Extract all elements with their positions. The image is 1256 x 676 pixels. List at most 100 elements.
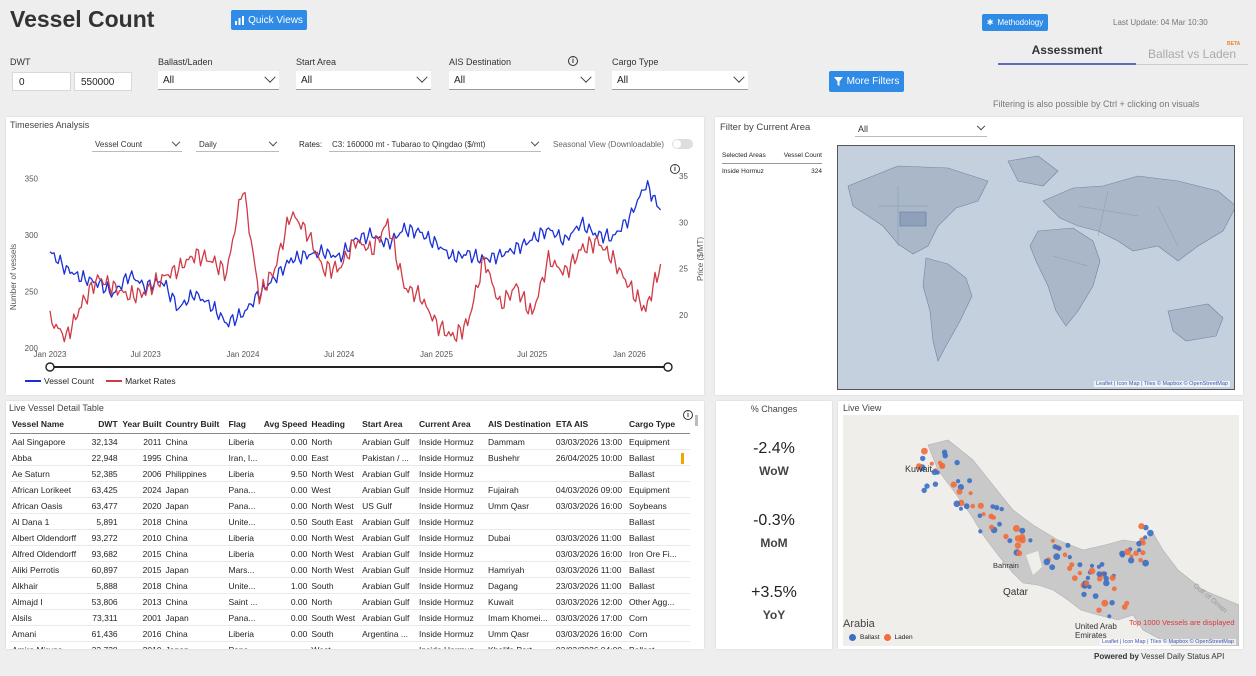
table-row[interactable]: Amani 61,436 2016 China Liberia 0.00 South Arge…	[10, 625, 690, 642]
vessel-marker[interactable]	[1007, 538, 1013, 544]
vessel-marker[interactable]	[1052, 544, 1058, 550]
vessel-marker[interactable]	[942, 452, 948, 459]
vessel-marker[interactable]	[939, 462, 946, 469]
col-header[interactable]: Current Area	[416, 416, 487, 434]
col-header[interactable]: Avg Speed	[261, 416, 310, 434]
table-row[interactable]: Almajd I 53,806 2013 China Saint ... 0.00 Nort…	[10, 593, 690, 610]
vessel-marker[interactable]	[1128, 557, 1135, 564]
col-header[interactable]: Vessel Name	[10, 416, 86, 434]
count-col-header[interactable]: Vessel Count	[775, 152, 822, 164]
vessel-marker[interactable]	[1137, 548, 1142, 553]
vessel-marker[interactable]	[1092, 593, 1099, 599]
vessel-marker[interactable]	[1003, 533, 1009, 540]
table-row[interactable]: Alsils 73,311 2001 Japan Pana... 0.00 South We…	[10, 609, 690, 626]
vessel-marker[interactable]	[929, 461, 934, 466]
vessel-marker[interactable]	[1016, 550, 1023, 557]
vessel-marker[interactable]	[1028, 538, 1033, 543]
vessel-marker[interactable]	[997, 521, 1002, 527]
vessel-marker[interactable]	[1077, 562, 1083, 568]
vessel-marker[interactable]	[1062, 552, 1068, 558]
vessel-marker[interactable]	[1133, 550, 1139, 556]
vessel-marker[interactable]	[994, 505, 1000, 511]
area-select[interactable]: All	[855, 121, 987, 137]
vessel-marker[interactable]	[1088, 567, 1096, 575]
vessel-marker[interactable]	[963, 503, 970, 510]
vessel-marker[interactable]	[1019, 527, 1026, 534]
rates-select[interactable]: C3: 160000 mt - Tubarao to Qingdao ($/mt…	[329, 137, 541, 152]
vessel-marker[interactable]	[1103, 579, 1110, 587]
vessel-marker[interactable]	[1087, 584, 1092, 589]
vessel-marker[interactable]	[967, 478, 973, 484]
vessel-marker[interactable]	[1012, 525, 1020, 532]
range-slider-end-handle[interactable]	[663, 362, 673, 372]
vessel-marker[interactable]	[920, 455, 926, 462]
ballast-select[interactable]: All	[158, 71, 279, 90]
ais-dest-select[interactable]: All	[449, 71, 595, 90]
live-map[interactable]: Kuwait Bahrain Qatar Arabia United Arab …	[843, 415, 1239, 646]
vessel-marker[interactable]	[1049, 564, 1056, 571]
table-row[interactable]: Albert Oldendorff 93,272 2010 China Liberia 0…	[10, 529, 690, 546]
vessel-marker[interactable]	[1103, 575, 1109, 582]
vessel-marker[interactable]	[957, 484, 964, 491]
vessel-marker[interactable]	[1109, 600, 1115, 606]
vessel-marker[interactable]	[1129, 554, 1134, 559]
vessel-marker[interactable]	[953, 500, 961, 508]
dwt-min-input[interactable]: 0	[12, 72, 71, 91]
more-filters-button[interactable]: More Filters	[829, 71, 904, 92]
vessel-marker[interactable]	[1107, 614, 1112, 619]
table-row[interactable]: Amira Miruna33,7382010JapanPana... West In…	[10, 641, 690, 649]
vessel-marker[interactable]	[931, 469, 938, 476]
info-icon[interactable]: i	[568, 56, 578, 66]
vessel-marker[interactable]	[1069, 562, 1075, 568]
vessel-marker[interactable]	[1050, 538, 1055, 543]
freq-select[interactable]: Daily	[196, 137, 279, 152]
tab-ballast-vs-laden[interactable]: Ballast vs Laden	[1147, 47, 1237, 61]
area-col-header[interactable]: Selected Areas	[722, 152, 776, 164]
vessel-marker[interactable]	[924, 483, 930, 489]
vessel-marker[interactable]	[1096, 576, 1103, 582]
vessel-marker[interactable]	[950, 481, 957, 488]
table-row[interactable]: Aliki Perrotis 60,897 2015 Japan Mars... 0.00…	[10, 561, 690, 578]
vessel-marker[interactable]	[1124, 548, 1131, 556]
vessel-marker[interactable]	[990, 504, 996, 509]
measure-select[interactable]: Vessel Count	[92, 137, 182, 152]
cargo-select[interactable]: All	[612, 71, 748, 90]
vessel-marker[interactable]	[968, 491, 973, 496]
vessel-marker[interactable]	[1102, 571, 1108, 577]
vessel-marker[interactable]	[1111, 586, 1117, 592]
vessel-marker[interactable]	[1119, 550, 1126, 557]
vessel-marker[interactable]	[921, 447, 928, 455]
vessel-marker[interactable]	[1056, 545, 1062, 551]
vessel-marker[interactable]	[1096, 564, 1101, 569]
vessel-marker[interactable]	[1136, 540, 1142, 547]
col-header[interactable]: Cargo Type	[626, 416, 690, 434]
range-slider-start-handle[interactable]	[45, 362, 55, 372]
scrollbar[interactable]	[695, 415, 698, 426]
vessel-marker[interactable]	[1085, 575, 1091, 581]
col-header[interactable]: Year Built	[119, 416, 164, 434]
table-row[interactable]: African Oasis 63,477 2020 Japan Pana... 0.00 N…	[10, 497, 690, 514]
vessel-marker[interactable]	[1067, 565, 1073, 571]
vessel-marker[interactable]	[1081, 591, 1087, 598]
vessel-marker[interactable]	[970, 503, 976, 509]
vessel-marker[interactable]	[1014, 542, 1022, 549]
start-area-select[interactable]: All	[296, 71, 431, 90]
vessel-marker[interactable]	[921, 487, 927, 494]
tab-assessment[interactable]: Assessment	[1031, 43, 1103, 57]
vessel-marker[interactable]	[1109, 574, 1116, 581]
vessel-marker[interactable]	[1140, 550, 1146, 556]
vessel-marker[interactable]	[1138, 523, 1145, 530]
vessel-marker[interactable]	[959, 506, 963, 511]
vessel-marker[interactable]	[1096, 571, 1103, 577]
vessel-marker[interactable]	[1143, 535, 1148, 540]
table-row[interactable]: Ae Saturn 52,385 2006 Philippines Liberia 9.5…	[10, 465, 690, 482]
dwt-max-input[interactable]: 550000	[74, 72, 132, 91]
vessel-marker[interactable]	[1124, 600, 1130, 606]
table-row[interactable]: Alkhair 5,888 2018 China Unite... 1.00 South Ar…	[10, 577, 690, 594]
vessel-marker[interactable]	[981, 512, 986, 517]
vessel-marker[interactable]	[916, 463, 922, 470]
col-header[interactable]: Heading	[309, 416, 361, 434]
vessel-marker[interactable]	[989, 524, 994, 530]
vessel-marker[interactable]	[1138, 557, 1143, 563]
world-map[interactable]: Leaflet | Icon Map | Tiles © Mapbox © Op…	[837, 145, 1235, 390]
